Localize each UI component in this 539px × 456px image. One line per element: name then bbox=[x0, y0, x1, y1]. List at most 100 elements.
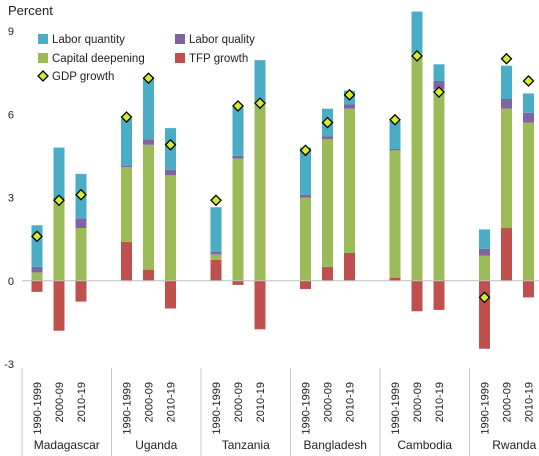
bar-labor-quality bbox=[433, 80, 445, 90]
bar-labor-quantity bbox=[232, 105, 244, 156]
x-tick-period-label: 2000-09 bbox=[502, 382, 514, 422]
bar-capital-deepening bbox=[165, 175, 176, 281]
x-tick-period-label: 1990-1999 bbox=[390, 382, 402, 435]
bar-tfp-growth bbox=[523, 280, 534, 298]
legend-label: TFP growth bbox=[189, 53, 248, 65]
gdp-growth-marker bbox=[478, 291, 491, 304]
bar-labor-quantity bbox=[479, 229, 490, 249]
x-tick-period-label: 2000-09 bbox=[323, 382, 335, 422]
x-tick-period-label: 1990-1999 bbox=[480, 382, 492, 435]
gdp-growth-markers bbox=[31, 50, 535, 304]
y-tick-label: -3 bbox=[4, 359, 14, 371]
gdp-growth-marker bbox=[343, 88, 356, 101]
x-tick-period-label: 2000-09 bbox=[233, 382, 245, 422]
x-tick-period-label: 2010-19 bbox=[345, 382, 357, 422]
gdp-growth-marker bbox=[31, 230, 43, 243]
bar-capital-deepening bbox=[53, 200, 65, 281]
legend-swatch bbox=[38, 53, 48, 63]
bar-labor-quantity bbox=[300, 147, 311, 195]
bar-labor-quality bbox=[143, 139, 154, 145]
y-tick-label: 9 bbox=[8, 26, 14, 38]
bar-labor-quality bbox=[300, 194, 311, 198]
bar-capital-deepening bbox=[389, 150, 401, 278]
y-tick-label: 0 bbox=[8, 276, 14, 288]
gdp-growth-marker bbox=[142, 72, 155, 85]
bar-tfp-growth bbox=[210, 259, 222, 281]
legend-label: Capital deepening bbox=[52, 53, 145, 65]
x-tick-period-label: 1990-1999 bbox=[211, 382, 223, 435]
bar-capital-deepening bbox=[523, 122, 534, 281]
bar-labor-quantity bbox=[433, 64, 445, 81]
x-tick-period-label: 1990-1999 bbox=[32, 382, 44, 435]
x-tick-period-label: 1990-1999 bbox=[122, 382, 134, 435]
bar-labor-quality bbox=[322, 136, 333, 140]
x-tick-period-label: 2000-09 bbox=[54, 382, 66, 422]
bar-labor-quality bbox=[210, 251, 222, 255]
legend-swatch bbox=[37, 70, 49, 82]
x-group-label: Uganda bbox=[135, 438, 177, 452]
bar-labor-quantity bbox=[210, 207, 222, 252]
bar-tfp-growth bbox=[232, 280, 244, 285]
bar-labor-quantity bbox=[53, 147, 65, 198]
legend-label: Labor quantity bbox=[52, 34, 125, 46]
x-group-label: Tanzania bbox=[222, 438, 270, 452]
bar-tfp-growth bbox=[254, 280, 266, 330]
x-group-label: Bangladesh bbox=[304, 438, 367, 452]
gdp-growth-marker bbox=[164, 138, 177, 151]
gdp-growth-marker bbox=[232, 100, 244, 112]
gdp-growth-marker bbox=[411, 50, 423, 62]
x-group-label: Madagascar bbox=[34, 438, 100, 452]
x-tick-period-label: 2000-09 bbox=[412, 382, 424, 422]
bar-capital-deepening bbox=[411, 53, 423, 281]
bar-capital-deepening bbox=[31, 272, 43, 281]
bar-labor-quality bbox=[232, 155, 244, 159]
bar-labor-quality bbox=[344, 104, 355, 109]
gdp-growth-marker bbox=[120, 111, 133, 123]
y-axis-title: Percent bbox=[8, 3, 53, 18]
x-tick-period-label: 1990-1999 bbox=[301, 382, 313, 435]
bar-capital-deepening bbox=[121, 166, 132, 242]
x-tick-period-label: 2010-19 bbox=[524, 382, 536, 422]
legend-swatch bbox=[38, 34, 48, 44]
bar-capital-deepening bbox=[210, 254, 222, 260]
x-group-label: Rwanda bbox=[492, 438, 536, 452]
bar-tfp-growth bbox=[433, 280, 445, 310]
x-tick-period-label: 2000-09 bbox=[144, 382, 156, 422]
x-tick-period-label: 2010-19 bbox=[255, 382, 267, 422]
bar-tfp-growth bbox=[322, 266, 333, 281]
bar-capital-deepening bbox=[344, 108, 355, 253]
bar-labor-quality bbox=[479, 248, 490, 256]
legend-swatch bbox=[175, 34, 185, 44]
bar-tfp-growth bbox=[344, 253, 355, 281]
bar-tfp-growth bbox=[165, 280, 176, 309]
bar-capital-deepening bbox=[479, 255, 490, 281]
y-tick-label: 3 bbox=[8, 193, 14, 205]
bar-labor-quantity bbox=[523, 93, 534, 113]
bar-labor-quantity bbox=[121, 118, 132, 166]
bar-tfp-growth bbox=[31, 280, 43, 292]
bar-tfp-growth bbox=[411, 280, 423, 312]
legend-swatch bbox=[175, 53, 185, 63]
bar-tfp-growth bbox=[300, 280, 311, 290]
bar-labor-quality bbox=[31, 266, 43, 273]
y-tick-label: 6 bbox=[8, 109, 14, 121]
bar-capital-deepening bbox=[232, 158, 244, 281]
bar-labor-quality bbox=[165, 169, 176, 176]
bar-capital-deepening bbox=[143, 144, 154, 270]
bar-tfp-growth bbox=[143, 269, 154, 281]
legend: Labor quantity Labor quality Capital deepe… bbox=[37, 34, 255, 83]
bar-tfp-growth bbox=[389, 277, 401, 281]
gdp-growth-marker bbox=[321, 116, 334, 129]
bar-labor-quantity bbox=[411, 11, 423, 54]
gdp-growth-marker bbox=[210, 194, 222, 207]
x-tick-period-label: 2010-19 bbox=[434, 382, 446, 422]
bar-labor-quantity bbox=[254, 60, 266, 102]
bar-capital-deepening bbox=[322, 139, 333, 267]
x-axis: 1990-1999 2000-09 2010-19 1990-1999 2000-09 2… bbox=[21, 368, 537, 456]
bar-segments bbox=[31, 11, 534, 349]
gdp-growth-marker bbox=[522, 75, 535, 87]
legend-label: Labor quality bbox=[189, 34, 255, 46]
gdp-growth-marker bbox=[433, 86, 445, 98]
gdp-growth-marker bbox=[389, 113, 401, 126]
